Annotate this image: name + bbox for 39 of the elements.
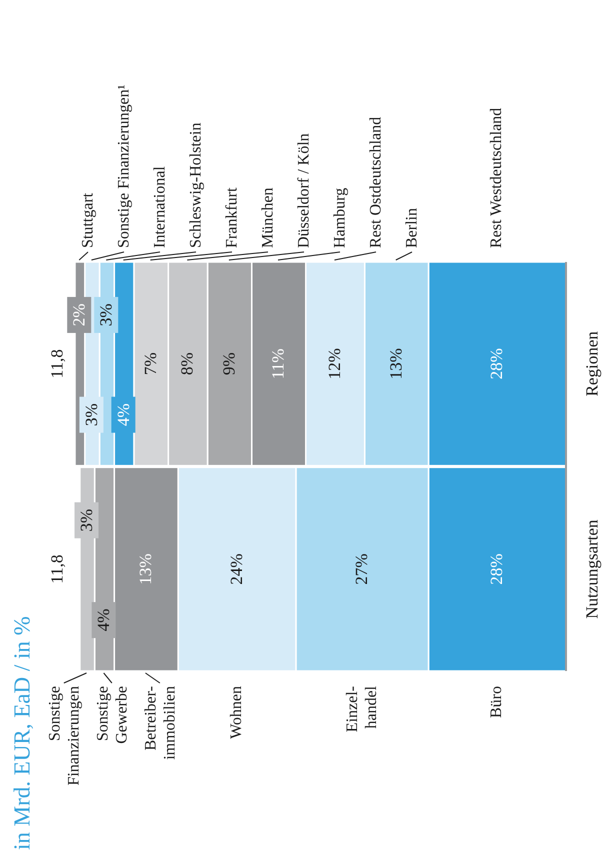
text: Düsseldorf / Köln xyxy=(296,133,312,248)
data-label: 13% xyxy=(386,348,406,380)
data-label: 27% xyxy=(352,554,371,585)
data-label: 8% xyxy=(178,352,197,376)
text: Wohnen xyxy=(228,686,245,739)
text: Betreiber-immobilien xyxy=(142,686,178,760)
data-label: 28% xyxy=(487,348,506,380)
data-label: 2% xyxy=(70,304,89,326)
text: Stuttgart xyxy=(80,192,96,248)
text: International xyxy=(152,166,168,248)
data-label: 28% xyxy=(487,554,506,585)
text: 11,8 xyxy=(48,554,66,584)
y-tick-label: Regionen xyxy=(582,330,602,396)
text: Rest Ostdeutschland xyxy=(368,116,384,248)
data-label: 7% xyxy=(140,352,160,376)
text: München xyxy=(260,188,276,248)
text: Rest Westdeutschland xyxy=(488,108,506,248)
text: Büro xyxy=(488,686,506,718)
data-label: 13% xyxy=(136,554,155,585)
data-label: 12% xyxy=(324,348,344,380)
y-tick-label: Nutzungsarten xyxy=(582,519,602,619)
text: Hamburg xyxy=(332,188,348,248)
data-label: 3% xyxy=(82,403,101,426)
data-label: 3% xyxy=(96,304,116,326)
text: in Mrd. EUR, EaD / in % xyxy=(10,616,34,850)
text: Einzel-handel xyxy=(343,685,380,732)
text: Schleswig-Holstein xyxy=(188,122,204,248)
data-label: 3% xyxy=(77,508,96,532)
text: Sonstige Finanzierungen¹ xyxy=(116,84,132,248)
data-label: 9% xyxy=(219,352,238,376)
text: 11,8 xyxy=(48,349,66,378)
data-label: 4% xyxy=(114,403,133,426)
data-label: 4% xyxy=(94,608,114,632)
data-label: 11% xyxy=(268,348,288,380)
text: Frankfurt xyxy=(224,187,240,248)
data-label: 24% xyxy=(226,554,246,585)
text: Sonstige Finanzierungen xyxy=(46,686,82,786)
text: Berlin xyxy=(404,208,420,248)
text: Sonstige Gewerbe xyxy=(94,686,130,744)
